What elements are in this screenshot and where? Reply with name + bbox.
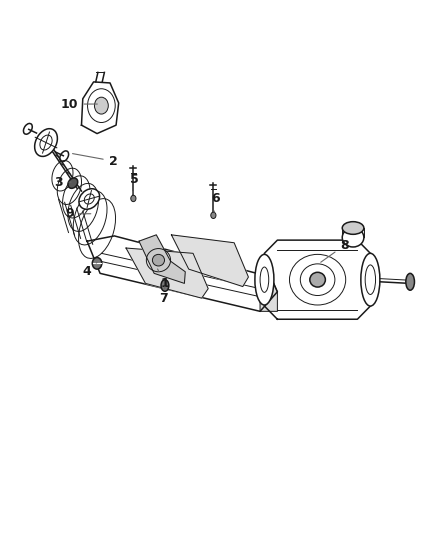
- Ellipse shape: [255, 254, 274, 305]
- Ellipse shape: [161, 280, 169, 292]
- Polygon shape: [87, 236, 277, 311]
- Ellipse shape: [406, 273, 414, 290]
- Ellipse shape: [342, 222, 364, 235]
- Ellipse shape: [211, 212, 216, 219]
- Ellipse shape: [310, 272, 325, 287]
- Text: 3: 3: [55, 175, 71, 189]
- Text: 7: 7: [159, 287, 168, 305]
- Text: 10: 10: [61, 98, 97, 110]
- Text: 1: 1: [158, 269, 170, 290]
- Polygon shape: [260, 277, 277, 311]
- Ellipse shape: [131, 195, 136, 201]
- Ellipse shape: [152, 254, 165, 266]
- Polygon shape: [265, 240, 371, 319]
- Ellipse shape: [95, 97, 108, 114]
- Polygon shape: [81, 82, 119, 134]
- Text: 8: 8: [321, 239, 349, 262]
- Text: 5: 5: [130, 173, 139, 193]
- Text: 6: 6: [212, 192, 220, 212]
- Polygon shape: [139, 235, 185, 284]
- Ellipse shape: [361, 253, 380, 306]
- Ellipse shape: [35, 128, 57, 156]
- Ellipse shape: [342, 228, 364, 247]
- Ellipse shape: [79, 189, 99, 209]
- Ellipse shape: [68, 178, 78, 188]
- Polygon shape: [126, 248, 208, 298]
- Text: 9: 9: [66, 207, 91, 220]
- Text: 4: 4: [83, 262, 97, 278]
- Text: 2: 2: [73, 154, 117, 167]
- Polygon shape: [171, 235, 248, 287]
- Ellipse shape: [92, 257, 102, 269]
